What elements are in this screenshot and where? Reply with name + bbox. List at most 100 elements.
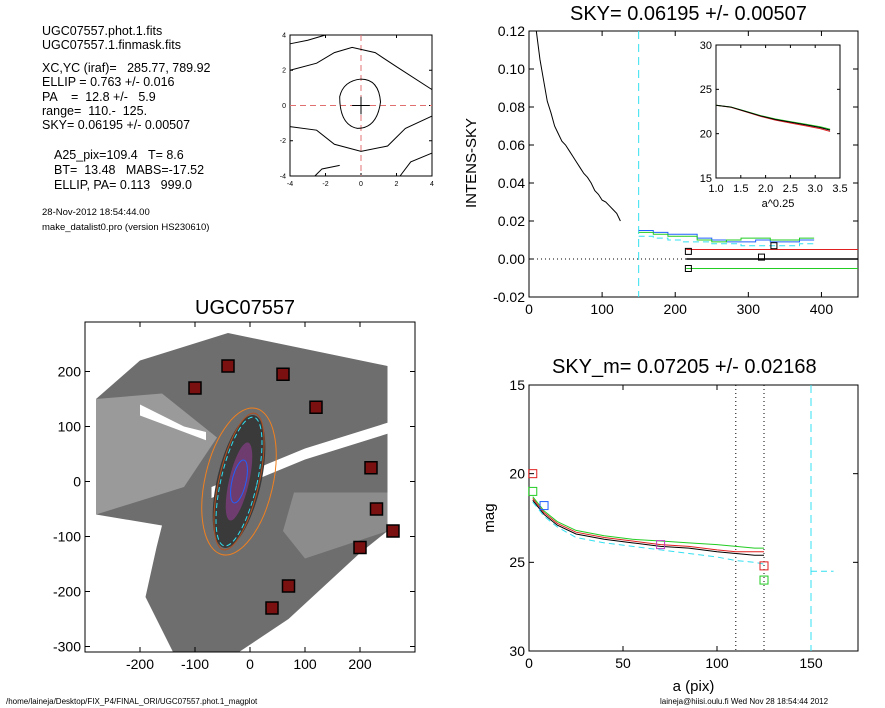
sky-marker (684, 247, 692, 255)
galaxy-ellipse-blue (230, 459, 248, 504)
image-xtick-label: -200 (126, 656, 154, 672)
sky-xtick-label: 0 (525, 301, 533, 317)
sky-ytick-label: -0.02 (493, 289, 525, 305)
mag-xtick-label: 150 (799, 655, 823, 671)
image-xtick-label: 0 (246, 656, 254, 672)
mag-ytick-label: 25 (509, 554, 525, 570)
contour-top (289, 34, 326, 45)
sky-series-black (535, 30, 621, 222)
param-ellip: ELLIP = 0.763 +/- 0.016 (42, 75, 175, 89)
inset-xtick-label: 3.0 (808, 183, 823, 195)
sky-ytick-label: 0.12 (498, 23, 525, 39)
param-bt: BT= 13.48 MABS=-17.52 (54, 163, 205, 177)
masked-star-box (364, 461, 378, 475)
param-pa: PA = 12.8 +/- 5.9 (42, 90, 156, 104)
inset-xtick-label: 2.5 (783, 183, 798, 195)
contour-upper (289, 46, 433, 91)
masked-star-box (309, 400, 323, 414)
masked-star-box (276, 367, 290, 381)
inset-xlabel: a^0.25 (762, 198, 795, 210)
sky-ytick-label: 0.06 (498, 137, 525, 153)
mag-marker (759, 575, 769, 585)
sky-ylabel: INTENS-SKY (463, 118, 480, 208)
sky-ytick-label: 0.10 (498, 61, 525, 77)
sky-marker (770, 242, 778, 250)
image-ytick-label: 100 (58, 418, 82, 434)
mag-xtick-label: 50 (615, 655, 631, 671)
mag-series-cyan (532, 501, 765, 565)
image-title: UGC07557 (195, 297, 296, 319)
masked-star-box (265, 601, 279, 615)
contour-xtick-label: -4 (287, 181, 293, 188)
inset-xtick-label: 3.5 (832, 183, 847, 195)
contour-xtick-label: 2 (395, 181, 399, 188)
image-field-light (96, 393, 217, 515)
masked-star-box (221, 359, 235, 373)
galaxy-ellipse-cyan (215, 416, 263, 547)
image-xtick-label: 100 (293, 656, 317, 672)
file2-label: UGC07557.1.finmask.fits (42, 38, 181, 52)
masked-star-box (369, 502, 384, 516)
image-ytick-label: -300 (53, 638, 81, 654)
param-a25: A25_pix=109.4 T= 8.6 (54, 148, 184, 162)
galaxy-ellipse-orange (201, 407, 277, 556)
mag-marker (759, 561, 769, 571)
mag-ytick-label: 15 (509, 377, 525, 393)
contour-ytick-label: 4 (282, 32, 286, 39)
param-ellip-pa: ELLIP, PA= 0.113 999.0 (54, 178, 192, 192)
mag-marker (528, 486, 538, 496)
sky-marker (684, 265, 692, 272)
program-label: make_datalist0.pro (version HS230610) (42, 222, 210, 233)
contour-ytick-label: -2 (280, 138, 286, 145)
sky-xtick-label: 100 (590, 301, 614, 317)
inset-curve (715, 104, 831, 131)
file1-label: UGC07557.phot.1.fits (42, 24, 163, 38)
contour-bottom-right (399, 152, 433, 177)
footer-path: /home/laineja/Desktop/FIX_P4/FINAL_ORI/U… (6, 697, 258, 706)
sky-ytick-label: 0.04 (498, 175, 525, 191)
image-ytick-label: 200 (58, 363, 82, 379)
contour-ytick-label: -4 (280, 173, 286, 180)
mag-xtick-label: 100 (705, 655, 729, 671)
contour-bottom (314, 164, 340, 177)
galaxy-body (212, 415, 266, 548)
param-sky: SKY= 0.06195 +/- 0.00507 (42, 118, 191, 132)
sky-xtick-label: 200 (664, 301, 688, 317)
mag-series-green (532, 496, 764, 549)
masked-star-box (188, 381, 202, 395)
sky-xtick-label: 400 (810, 301, 834, 317)
masked-star-box (353, 540, 367, 555)
mag-ylabel: mag (481, 503, 498, 532)
contour-xtick-label: -2 (322, 181, 328, 188)
param-xc: XC,YC (iraf)= 285.77, 789.92 (42, 61, 211, 75)
masked-star-box (281, 579, 296, 593)
mag-series-black (532, 499, 764, 556)
inset-ytick-label: 25 (700, 84, 712, 96)
sky-plot-title: SKY= 0.06195 +/- 0.00507 (570, 3, 807, 25)
image-xtick-label: -100 (181, 656, 209, 672)
sky-marker (757, 253, 765, 261)
image-mask-stripe2 (140, 404, 206, 441)
inset-ytick-label: 20 (700, 129, 712, 141)
sky-ytick-label: 0.00 (498, 251, 525, 267)
sky-series-cyan (638, 235, 815, 247)
mag-plot-title: SKY_m= 0.07205 +/- 0.02168 (552, 356, 817, 378)
mag-marker (539, 501, 549, 511)
inset-curve (715, 104, 831, 130)
image-ytick-label: -200 (53, 583, 81, 599)
mag-ytick-label: 20 (509, 466, 525, 482)
mag-xlabel: a (pix) (673, 678, 715, 695)
inset-ytick-label: 30 (700, 40, 712, 52)
inset-xtick-label: 2.0 (758, 183, 773, 195)
mag-frame (528, 384, 859, 652)
contour-xtick-label: 0 (359, 181, 363, 188)
contour-inner (339, 78, 382, 129)
image-ytick-label: -100 (53, 528, 81, 544)
inset-xtick-label: 1.5 (733, 183, 748, 195)
footer-user-date: laineja@hiisi.oulu.fi Wed Nov 28 18:54:4… (660, 697, 829, 706)
galaxy-ellipse-brown (213, 412, 265, 551)
sky-xtick-label: 300 (737, 301, 761, 317)
mag-marker (528, 469, 538, 479)
mag-series-red (532, 498, 764, 553)
